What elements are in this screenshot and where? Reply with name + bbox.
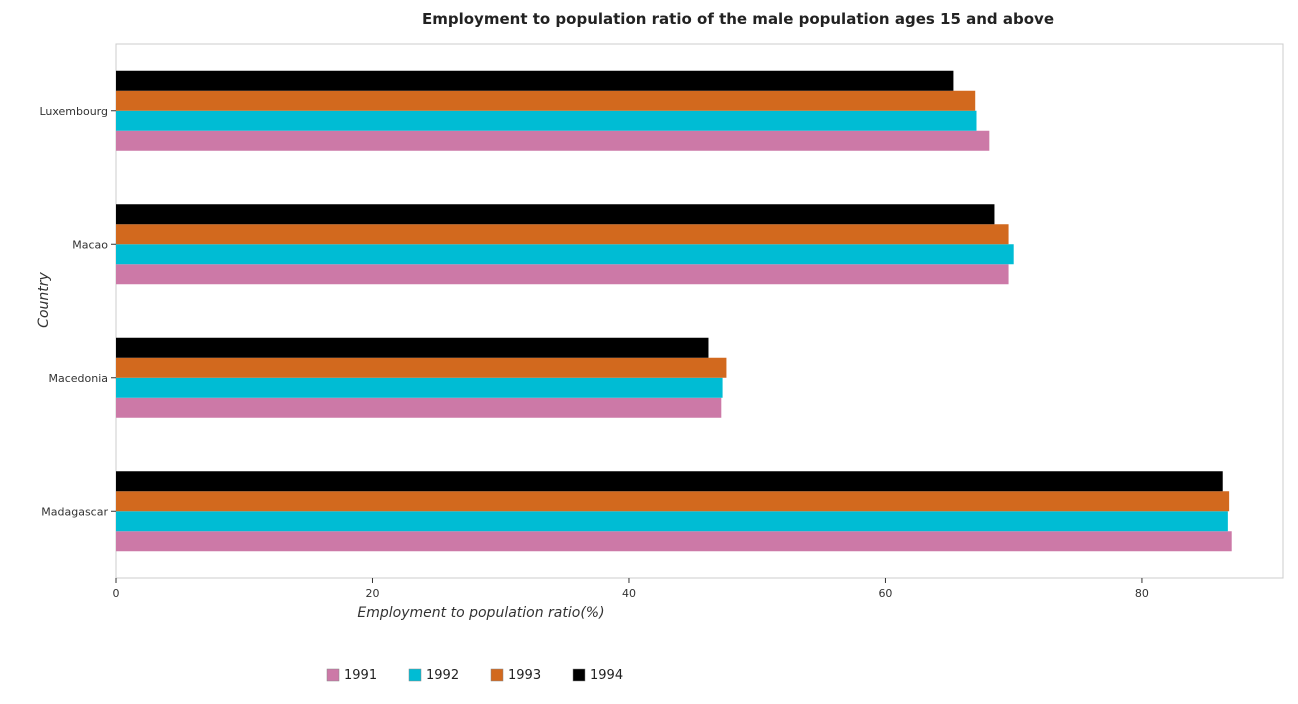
bar-macao-1992 <box>116 244 1014 265</box>
y-tick-label: Macedonia <box>48 372 108 385</box>
x-axis-label: Employment to population ratio(%) <box>357 605 604 621</box>
y-tick-label: Luxembourg <box>39 105 108 118</box>
bar-macao-1991 <box>116 264 1009 285</box>
y-axis-label: Country <box>36 271 52 327</box>
legend: 1991 1992 1993 1994 <box>326 668 623 683</box>
y-tick-label: Madagascar <box>41 505 108 518</box>
legend-label-1994: 1994 <box>590 668 623 683</box>
bar-macedonia-1994 <box>116 337 709 358</box>
bar-macao-1994 <box>116 204 995 225</box>
bar-madagascar-1994 <box>116 471 1223 492</box>
legend-label-1991: 1991 <box>344 668 377 683</box>
bar-luxembourg-1994 <box>116 70 954 91</box>
bar-madagascar-1991 <box>116 531 1232 552</box>
legend-swatch-1993 <box>490 668 504 682</box>
plot-frame <box>115 43 1284 579</box>
plot-area <box>115 43 1284 579</box>
bar-luxembourg-1993 <box>116 90 976 111</box>
legend-label-1992: 1992 <box>426 668 459 683</box>
y-axis: Luxembourg Macao Macedonia Madagascar <box>39 105 116 518</box>
bar-madagascar-1993 <box>116 491 1230 512</box>
legend-label-1993: 1993 <box>508 668 541 683</box>
x-tick-label: 0 <box>113 587 120 600</box>
bar-macedonia-1992 <box>116 377 723 398</box>
bar-macedonia-1993 <box>116 357 727 378</box>
x-tick-label: 40 <box>622 587 636 600</box>
x-tick-label: 80 <box>1135 587 1149 600</box>
legend-swatch-1994 <box>572 668 586 682</box>
x-axis: 0 20 40 60 80 <box>113 578 1149 600</box>
bar-macao-1993 <box>116 224 1009 245</box>
bar-luxembourg-1992 <box>116 110 977 131</box>
x-tick-label: 20 <box>365 587 379 600</box>
legend-swatch-1992 <box>408 668 422 682</box>
bar-luxembourg-1991 <box>116 130 990 151</box>
chart-title: Employment to population ratio of the ma… <box>422 10 1054 28</box>
bar-madagascar-1992 <box>116 511 1228 532</box>
x-tick-label: 60 <box>878 587 892 600</box>
bar-macedonia-1991 <box>116 397 722 418</box>
legend-swatch-1991 <box>326 668 340 682</box>
y-tick-label: Macao <box>72 238 108 251</box>
